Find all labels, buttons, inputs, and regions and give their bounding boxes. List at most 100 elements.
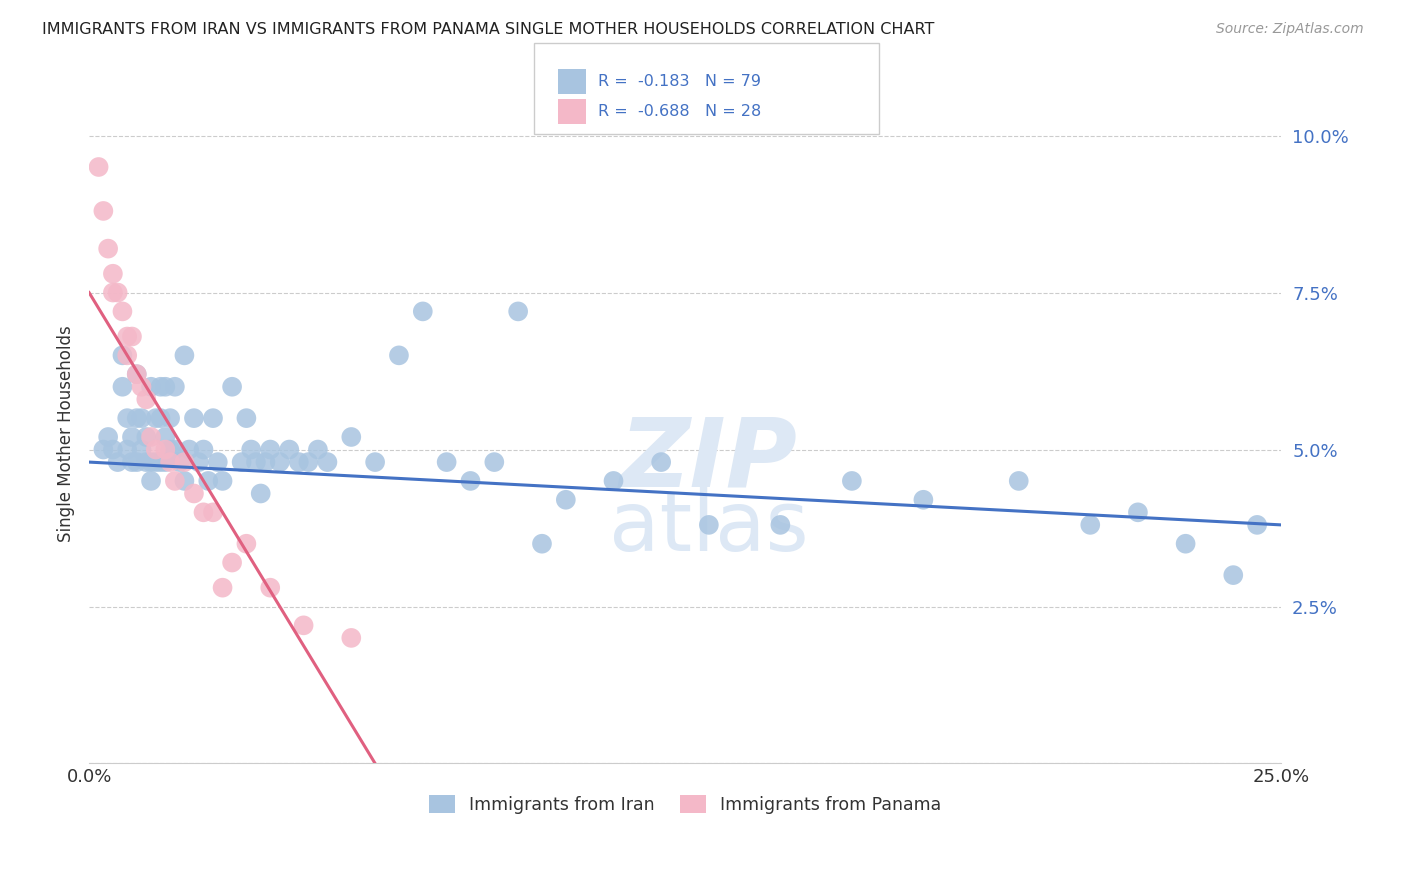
Point [111,380,134,394]
Point [145,455,167,469]
Point [159,455,181,469]
Point [245,455,267,469]
Point [254,455,277,469]
Point [101,442,124,457]
Legend: Immigrants from Iran, Immigrants from Panama: Immigrants from Iran, Immigrants from Pa… [422,788,949,821]
Point [183,411,205,425]
Point [155,455,177,469]
Point [193,442,215,457]
Point [292,618,315,632]
Point [179,442,201,457]
Point [1078,517,1101,532]
Point [484,455,506,469]
Point [135,430,157,444]
Point [93,203,115,218]
Point [436,455,458,469]
Point [388,348,411,362]
Point [173,455,195,469]
Point [131,442,153,457]
Point [340,631,363,645]
Point [169,455,191,469]
Point [131,380,153,394]
Point [135,455,157,469]
Point [460,474,482,488]
Point [221,556,243,570]
Point [125,411,148,425]
Point [107,285,129,300]
Point [221,380,243,394]
Point [1246,517,1268,532]
Point [602,474,624,488]
Point [1222,568,1244,582]
Point [125,455,148,469]
Text: R =  -0.688   N = 28: R = -0.688 N = 28 [598,103,761,119]
Point [697,517,720,532]
Point [107,455,129,469]
Point [155,380,177,394]
Point [1008,474,1031,488]
Point [173,474,195,488]
Point [554,492,576,507]
Point [340,430,363,444]
Point [139,430,162,444]
Point [121,329,143,343]
Point [841,474,863,488]
Point [145,442,167,457]
Point [163,380,186,394]
Point [121,430,143,444]
Text: ZIP: ZIP [620,414,797,507]
Point [115,442,138,457]
Point [278,442,301,457]
Point [125,367,148,381]
Point [197,474,219,488]
Point [412,304,434,318]
Point [159,442,181,457]
Point [115,329,138,343]
Point [121,455,143,469]
Point [269,455,291,469]
Point [163,442,186,457]
Point [139,474,162,488]
Point [149,455,172,469]
Point [297,455,319,469]
Point [307,442,329,457]
Text: R =  -0.183   N = 79: R = -0.183 N = 79 [598,74,761,89]
Point [193,505,215,519]
Text: IMMIGRANTS FROM IRAN VS IMMIGRANTS FROM PANAMA SINGLE MOTHER HOUSEHOLDS CORRELAT: IMMIGRANTS FROM IRAN VS IMMIGRANTS FROM … [42,22,935,37]
Point [211,581,233,595]
Point [139,380,162,394]
Point [125,367,148,381]
Point [93,442,115,457]
Point [259,442,281,457]
Point [149,380,172,394]
Point [101,267,124,281]
Point [364,455,387,469]
Point [769,517,792,532]
Point [87,160,110,174]
Point [155,442,177,457]
Text: Source: ZipAtlas.com: Source: ZipAtlas.com [1216,22,1364,37]
Point [1174,537,1197,551]
Point [211,474,233,488]
Point [187,455,209,469]
Point [149,411,172,425]
Point [97,430,120,444]
Point [912,492,935,507]
Point [173,348,195,362]
Point [288,455,311,469]
Point [202,411,225,425]
Point [135,392,157,407]
Point [115,348,138,362]
Point [235,537,257,551]
Point [650,455,672,469]
Point [231,455,253,469]
Point [259,581,281,595]
Point [139,455,162,469]
Y-axis label: Single Mother Households: Single Mother Households [58,326,75,542]
Point [240,442,263,457]
Point [111,304,134,318]
Point [97,242,120,256]
Point [111,348,134,362]
Point [530,537,553,551]
Point [115,411,138,425]
